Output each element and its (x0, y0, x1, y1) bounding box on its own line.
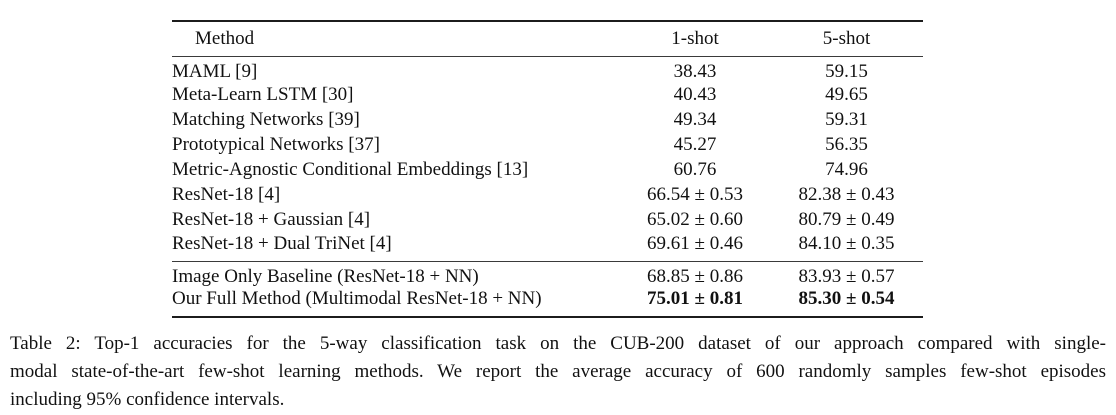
method-cell: Matching Networks [39] (172, 109, 360, 130)
one-shot-cell: 60.76 (673, 159, 717, 180)
one-shot-cell: 75.01 ± 0.81 (647, 287, 743, 309)
caption-line: Table 2: Top-1 accuracies for the 5-way … (10, 333, 1106, 354)
one-shot-cell: 69.61 ± 0.46 (647, 232, 743, 254)
table-row: ResNet-18 [4] 66.54 ± 0.53 82.38 ± 0.43 (172, 183, 923, 208)
method-cell: ResNet-18 [4] (172, 184, 281, 205)
method-cell: ResNet-18 + Gaussian [4] (172, 209, 371, 230)
method-cell: ResNet-18 + Dual TriNet [4] (172, 232, 392, 254)
method-cell: Meta-Learn LSTM [30] (172, 84, 354, 105)
table-header: Method 1-shot 5-shot (172, 21, 923, 57)
five-shot-cell: 82.38 ± 0.43 (798, 184, 895, 205)
caption-line: including 95% confidence intervals. (10, 389, 285, 411)
table-row: ResNet-18 + Gaussian [4] 65.02 ± 0.60 80.7… (172, 208, 923, 233)
method-cell: MAML [9] (172, 60, 258, 82)
table-row: Image Only Baseline (ResNet-18 + NN) 68.8… (172, 261, 923, 288)
caption-line: modal state-of-the-art few-shot learning… (10, 361, 1106, 383)
col-header-5shot: 5-shot (770, 21, 923, 57)
one-shot-cell: 66.54 ± 0.53 (647, 184, 743, 205)
five-shot-cell: 85.30 ± 0.54 (798, 287, 895, 309)
col-header-1shot: 1-shot (620, 21, 770, 57)
table-body-our-methods: Image Only Baseline (ResNet-18 + NN) 68.8… (172, 261, 923, 317)
table-row: Prototypical Networks [37] 45.27 56.35 (172, 133, 923, 158)
results-table: Method 1-shot 5-shot MAML [9] 38.43 59.15 M… (172, 20, 923, 318)
col-header-method: Method (172, 21, 620, 57)
table-row: MAML [9] 38.43 59.15 (172, 56, 923, 83)
five-shot-cell: 83.93 ± 0.57 (798, 265, 895, 287)
five-shot-cell: 74.96 (825, 159, 868, 180)
results-table-grid: Method 1-shot 5-shot MAML [9] 38.43 59.15 M… (172, 20, 923, 318)
one-shot-cell: 65.02 ± 0.60 (647, 209, 743, 230)
table-row: Matching Networks [39] 49.34 59.31 (172, 108, 923, 133)
method-cell: Our Full Method (Multimodal ResNet-18 + … (172, 287, 542, 309)
header-row: Method 1-shot 5-shot (172, 21, 923, 57)
five-shot-cell: 59.15 (825, 60, 868, 82)
five-shot-cell: 49.65 (825, 84, 868, 105)
five-shot-cell: 56.35 (825, 134, 868, 155)
method-cell: Prototypical Networks [37] (172, 134, 380, 155)
table-body-prior-methods: MAML [9] 38.43 59.15 Meta-Learn LSTM [30] 40… (172, 56, 923, 261)
table-row: Metric-Agnostic Conditional Embeddings [… (172, 158, 923, 183)
five-shot-cell: 84.10 ± 0.35 (798, 232, 895, 254)
method-cell: Image Only Baseline (ResNet-18 + NN) (172, 265, 479, 287)
five-shot-cell: 59.31 (825, 109, 868, 130)
table-row: ResNet-18 + Dual TriNet [4] 69.61 ± 0.46 8… (172, 233, 923, 262)
table-row: Meta-Learn LSTM [30] 40.43 49.65 (172, 83, 923, 108)
one-shot-cell: 45.27 (673, 134, 717, 155)
table-caption: Table 2: Top-1 accuracies for the 5-way … (10, 330, 1106, 415)
one-shot-cell: 68.85 ± 0.86 (647, 265, 743, 287)
five-shot-cell: 80.79 ± 0.49 (798, 209, 895, 230)
method-cell: Metric-Agnostic Conditional Embeddings [… (172, 159, 529, 180)
table-row: Our Full Method (Multimodal ResNet-18 + … (172, 288, 923, 317)
one-shot-cell: 38.43 (673, 60, 717, 82)
one-shot-cell: 40.43 (673, 84, 717, 105)
one-shot-cell: 49.34 (673, 109, 717, 130)
